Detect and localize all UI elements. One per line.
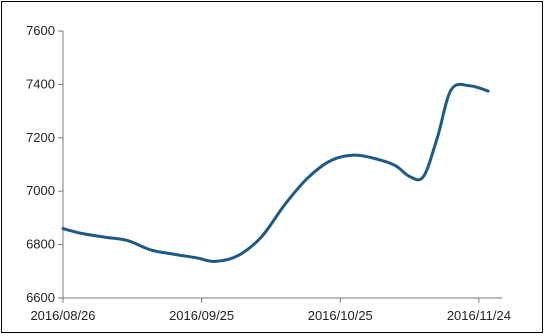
y-tick-label-7400: 7400 [26, 76, 55, 91]
x-axis-ticks: 2016/08/26 2016/09/25 2016/10/25 2016/11/24 [30, 298, 511, 323]
series-line-0 [61, 82, 490, 263]
y-tick-label-7200: 7200 [26, 130, 55, 145]
y-tick-label-6800: 6800 [26, 237, 55, 252]
y-axis-ticks: 6600 6800 7000 7200 7400 7600 [26, 23, 63, 305]
y-tick-label-7000: 7000 [26, 183, 55, 198]
x-tick-label-1: 2016/09/25 [169, 308, 234, 323]
y-tick-label-7600: 7600 [26, 23, 55, 38]
x-tick-label-3: 2016/11/24 [447, 308, 511, 323]
axes [62, 31, 502, 299]
series-group [61, 82, 490, 263]
x-tick-label-0: 2016/08/26 [30, 308, 95, 323]
y-tick-label-6600: 6600 [26, 290, 55, 305]
x-tick-label-2: 2016/10/25 [308, 308, 373, 323]
